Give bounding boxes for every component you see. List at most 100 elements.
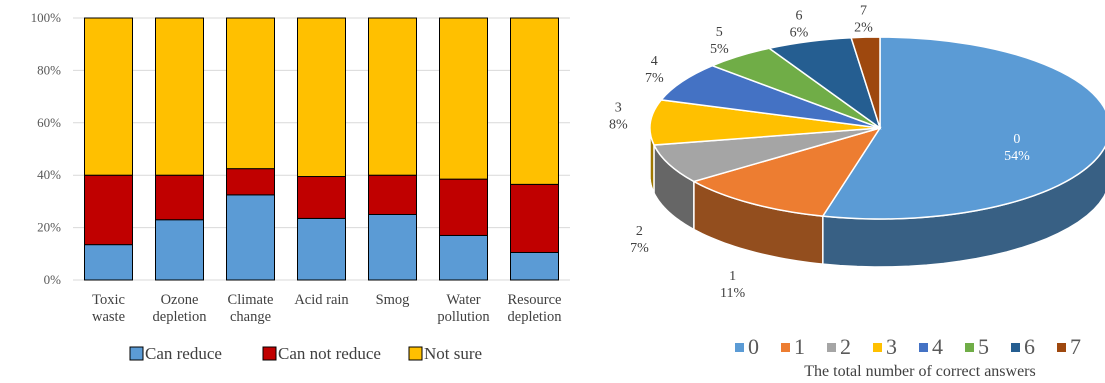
bar-segment (297, 176, 346, 219)
pie-data-label: 2 7% (630, 224, 649, 256)
category-label-line: depletion (153, 309, 208, 325)
pie-label-percent: 54% (1004, 149, 1030, 164)
bar-segment (297, 17, 346, 178)
pie-legend-label: 5 (978, 334, 989, 359)
pie-legend-label: 6 (1024, 334, 1035, 359)
pie-legend-label: 1 (794, 334, 805, 359)
y-tick-label: 20% (37, 220, 61, 235)
pie-legend-label: 7 (1070, 334, 1081, 359)
pie-label-percent: 2% (854, 21, 873, 36)
category-label-line: Water (446, 292, 480, 308)
y-tick-label: 0% (44, 272, 62, 287)
bar-segment (155, 17, 204, 176)
legend-label: Can not reduce (278, 344, 381, 363)
y-tick-label: 100% (31, 10, 62, 25)
category-label: Smog (376, 292, 410, 308)
pie-slice (850, 36, 881, 129)
bar-segment (368, 214, 417, 281)
pie-label-category: 7 (860, 4, 867, 19)
bar-segment (510, 251, 559, 281)
bar-segment (84, 174, 133, 246)
bar-segment (155, 219, 204, 281)
pie-label-percent: 11% (720, 286, 745, 301)
bar-segment (510, 17, 559, 185)
pie-legend-swatch (735, 343, 744, 352)
pie-legend-label: 2 (840, 334, 851, 359)
category-label: Resource depletion (508, 292, 563, 325)
pie-label-percent: 8% (609, 118, 628, 133)
category-label-line: Acid rain (294, 292, 349, 308)
pie-slice (649, 99, 881, 146)
pie-legend-label: 3 (886, 334, 897, 359)
pie-data-label: 6 6% (790, 8, 809, 40)
pie-slice (691, 126, 882, 217)
legend-swatch (129, 346, 144, 361)
pie-legend-swatch (781, 343, 790, 352)
pie-legend-swatch (1057, 343, 1066, 352)
pie-slice (659, 64, 881, 129)
bar-segment (226, 168, 275, 196)
pie-legend-swatch (873, 343, 882, 352)
bar-segment (368, 174, 417, 215)
pie-label-percent: 5% (710, 42, 729, 57)
bar-segment (84, 17, 133, 176)
category-label-line: Climate (228, 292, 274, 308)
bar-segment (226, 194, 275, 281)
pie-data-label: 5 5% (710, 25, 729, 57)
bar-segment (439, 17, 488, 180)
category-label-line: pollution (437, 309, 490, 325)
category-label-line: Resource (508, 292, 562, 308)
bar-segment (510, 183, 559, 253)
category-label-line: change (230, 309, 271, 325)
pie-data-label: 7 2% (854, 4, 873, 36)
pie-label-percent: 7% (630, 241, 649, 256)
pie-label-category: 5 (716, 25, 723, 40)
bar-segment (439, 178, 488, 236)
category-label: Acid rain (294, 292, 349, 308)
bar-segment (226, 17, 275, 170)
pie-data-label: 0 54% (1004, 132, 1030, 164)
pie-label-percent: 7% (645, 71, 664, 86)
pie-label-category: 3 (615, 101, 622, 116)
legend-label: Can reduce (145, 344, 222, 363)
pie-label-category: 0 (1013, 132, 1020, 147)
bar-segment (297, 217, 346, 281)
pie-legend-swatch (827, 343, 836, 352)
y-tick-label: 40% (37, 167, 61, 182)
pie-title: The total number of correct answers (804, 363, 1035, 380)
y-tick-label: 80% (37, 62, 61, 77)
pie-legend-label: 4 (932, 334, 943, 359)
pie-legend-swatch (965, 343, 974, 352)
category-label: Climate change (228, 292, 274, 325)
category-label-line: Smog (376, 292, 410, 308)
pie-label-category: 1 (729, 269, 736, 284)
pie-label-category: 4 (651, 54, 658, 69)
category-label-line: depletion (508, 309, 563, 325)
category-label: Water pollution (437, 292, 490, 325)
bar-segment (155, 174, 204, 221)
bar-segment (84, 244, 133, 281)
pie-data-label: 1 11% (720, 269, 745, 301)
pie-label-category: 2 (636, 224, 643, 239)
category-label-line: Toxic (92, 292, 125, 308)
pie-legend-label: 0 (748, 334, 759, 359)
y-tick-label: 60% (37, 115, 61, 130)
category-label-line: waste (92, 309, 125, 325)
bar-segment (368, 17, 417, 176)
pie-data-label: 3 8% (609, 101, 628, 133)
pie-legend-swatch (1011, 343, 1020, 352)
bar-segment (439, 234, 488, 281)
pie-label-percent: 6% (790, 25, 809, 40)
category-label: Ozone depletion (153, 292, 208, 325)
pie-label-category: 6 (796, 8, 803, 23)
category-label: Toxic waste (92, 292, 125, 325)
category-label-line: Ozone (161, 292, 199, 308)
legend-label: Not sure (424, 344, 482, 363)
legend-swatch (262, 346, 277, 361)
legend-swatch (408, 346, 423, 361)
pie-slice (821, 36, 1105, 220)
pie-legend-swatch (919, 343, 928, 352)
pie-data-label: 4 7% (645, 54, 664, 86)
